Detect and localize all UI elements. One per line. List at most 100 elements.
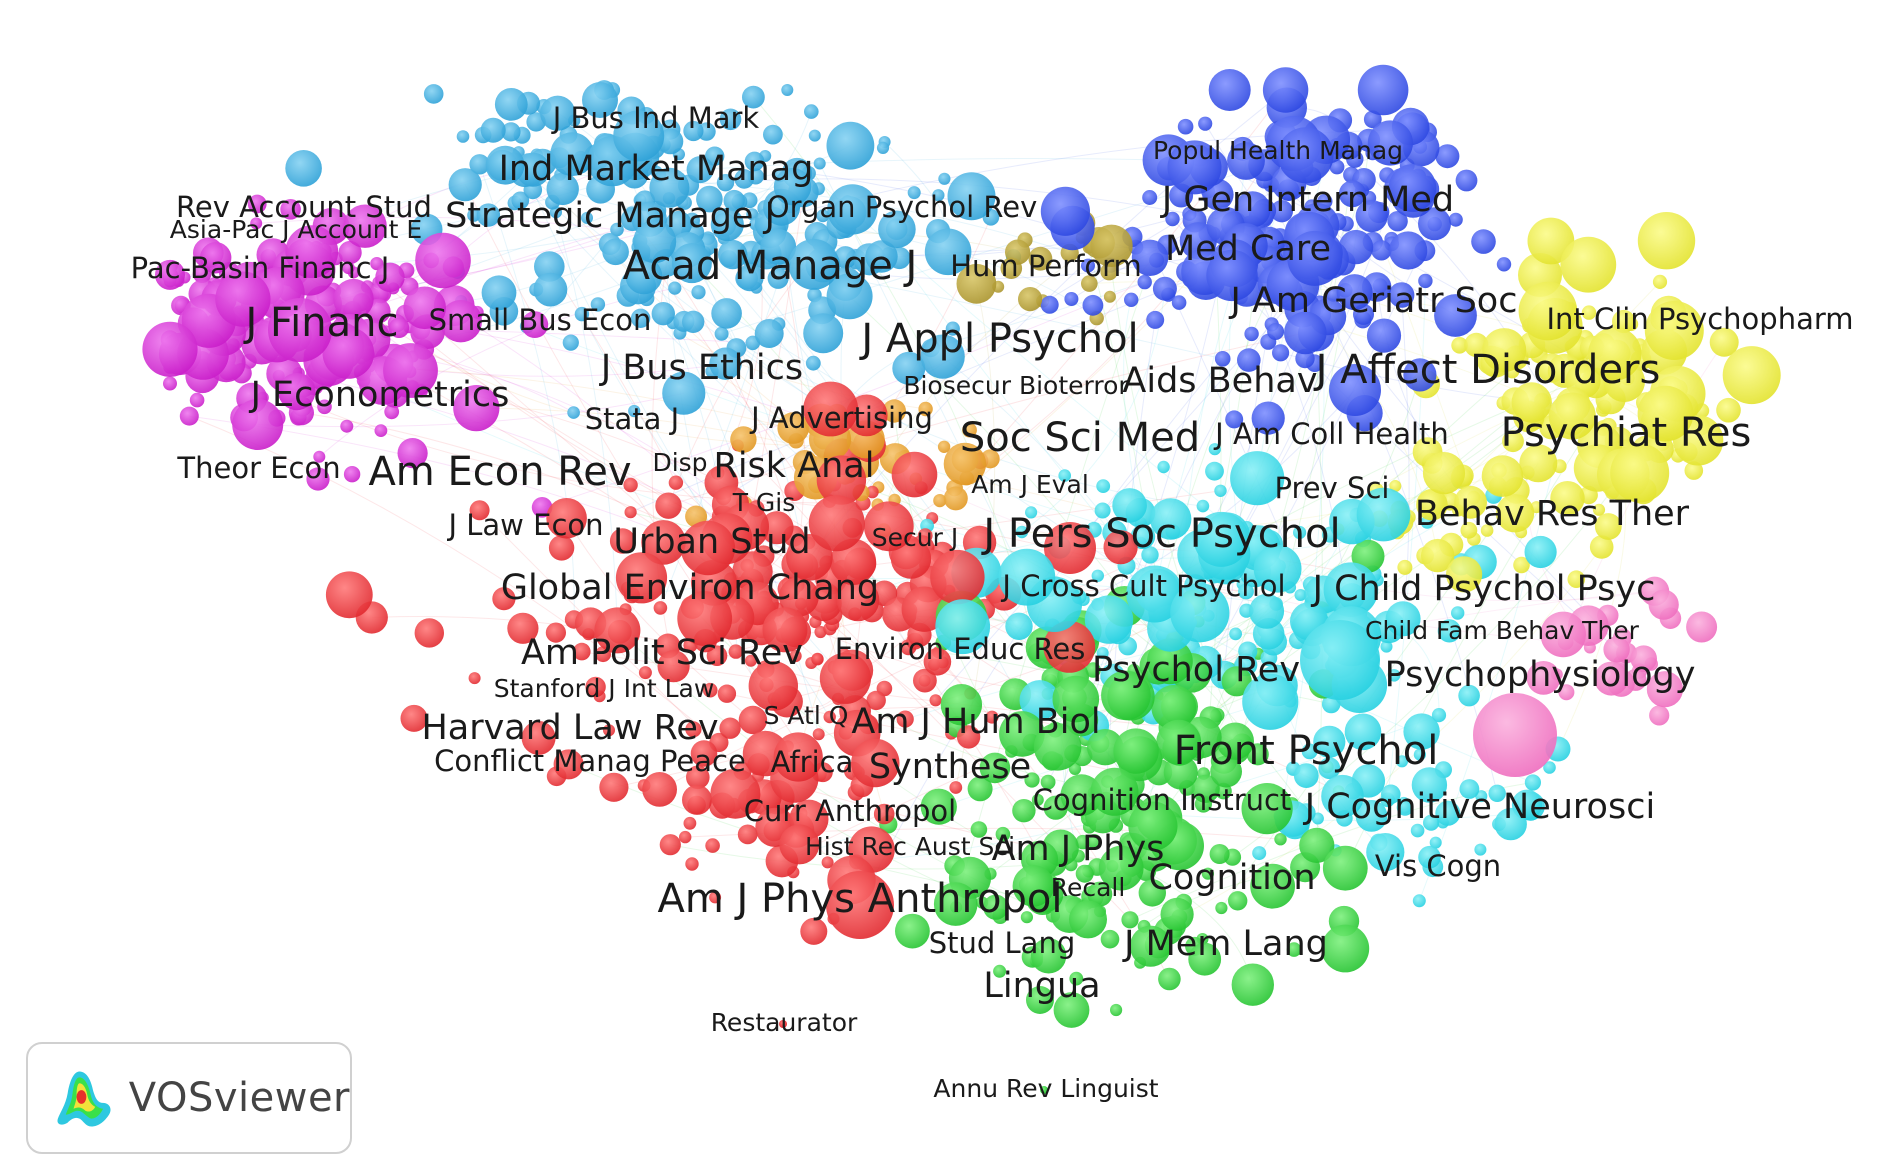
network-node-cyan[interactable]: [1418, 845, 1441, 869]
network-node-red[interactable]: [709, 891, 722, 904]
network-node-cyan[interactable]: [1411, 767, 1448, 803]
lbl-small-bus-econ[interactable]: Small Bus Econ: [429, 303, 652, 337]
network-node-cyan[interactable]: [1170, 583, 1230, 643]
network-node-purple[interactable]: [285, 225, 339, 279]
network-node-olive[interactable]: [1103, 290, 1116, 303]
network-node-yellow[interactable]: [1652, 274, 1668, 289]
network-node-red[interactable]: [668, 475, 684, 490]
network-node-pink[interactable]: [1526, 661, 1561, 695]
network-node-cyan[interactable]: [1084, 595, 1134, 644]
network-node-cyan[interactable]: [1387, 669, 1401, 682]
lbl-j-affect-disorders[interactable]: J Affect Disorders: [1313, 347, 1661, 393]
network-node-blue[interactable]: [1267, 323, 1285, 340]
network-node-sky[interactable]: [285, 150, 322, 187]
network-node-red[interactable]: [603, 724, 615, 737]
lbl-recall[interactable]: Recall: [1051, 873, 1126, 902]
network-node-cyan[interactable]: [1126, 565, 1184, 623]
network-node-blue[interactable]: [1448, 212, 1463, 227]
lbl-hist-rec-aust-sci[interactable]: Hist Rec Aust Sci: [805, 832, 1015, 861]
network-node-cyan[interactable]: [1157, 460, 1170, 474]
network-node-green[interactable]: [967, 776, 993, 802]
network-node-red[interactable]: [821, 856, 834, 869]
lbl-int-clin-psychopharm[interactable]: Int Clin Psychopharm: [1546, 302, 1853, 336]
network-node-cyan[interactable]: [1313, 725, 1346, 758]
network-node-sky[interactable]: [574, 306, 590, 322]
network-node-purple[interactable]: [313, 450, 326, 463]
network-node-green[interactable]: [1156, 719, 1202, 765]
network-node-blue[interactable]: [1146, 310, 1165, 329]
network-node-purple[interactable]: [280, 199, 301, 220]
network-node-cyan[interactable]: [1096, 647, 1109, 659]
network-node-purple[interactable]: [232, 399, 284, 450]
lbl-j-mem-lang[interactable]: J Mem Lang: [1122, 924, 1328, 964]
network-node-red[interactable]: [719, 717, 741, 739]
network-node-cyan[interactable]: [1488, 784, 1506, 802]
network-node-cyan[interactable]: [1412, 894, 1426, 908]
network-node-cyan[interactable]: [1301, 743, 1318, 760]
network-node-green[interactable]: [1191, 774, 1220, 803]
network-node-purple[interactable]: [200, 242, 232, 274]
lbl-j-pers-soc-psychol[interactable]: J Pers Soc Psychol: [980, 511, 1340, 557]
network-node-blue[interactable]: [1171, 295, 1187, 310]
network-node-yellow[interactable]: [1592, 503, 1606, 516]
network-node-olive[interactable]: [1005, 239, 1031, 265]
network-node-cyan[interactable]: [1015, 525, 1029, 539]
network-node-purple[interactable]: [322, 327, 375, 379]
network-node-red[interactable]: [738, 705, 768, 735]
network-node-red[interactable]: [811, 653, 824, 666]
network-node-green[interactable]: [1040, 774, 1056, 790]
network-node-sky[interactable]: [924, 228, 972, 276]
network-node-green[interactable]: [1033, 723, 1082, 771]
network-node-sky[interactable]: [448, 168, 482, 202]
network-node-red[interactable]: [521, 720, 556, 755]
network-node-red[interactable]: [680, 520, 736, 576]
network-node-sky[interactable]: [633, 220, 677, 264]
lbl-ind-market-manag[interactable]: Ind Market Manag: [499, 149, 814, 189]
network-node-sky[interactable]: [804, 104, 819, 119]
network-node-cyan[interactable]: [935, 599, 991, 655]
network-node-blue[interactable]: [1471, 229, 1496, 254]
network-node-green[interactable]: [1086, 834, 1102, 849]
network-node-red[interactable]: [325, 571, 373, 619]
network-node-cyan[interactable]: [1253, 544, 1302, 593]
network-node-cyan[interactable]: [1524, 774, 1541, 791]
network-node-sky[interactable]: [808, 129, 821, 142]
lbl-biosecur-bioterror[interactable]: Biosecur Bioterror: [903, 371, 1129, 400]
network-node-sky[interactable]: [610, 222, 624, 237]
network-node-cyan[interactable]: [1208, 443, 1221, 456]
network-node-blue[interactable]: [1418, 207, 1451, 241]
network-node-yellow[interactable]: [1637, 212, 1696, 270]
network-node-yellow[interactable]: [1421, 538, 1455, 573]
network-node-yellow[interactable]: [1482, 328, 1527, 373]
lbl-am-j-phys[interactable]: Am J Phys: [992, 829, 1165, 869]
network-node-purple[interactable]: [268, 298, 332, 362]
lbl-t-gis[interactable]: T Gis: [732, 488, 796, 517]
network-node-sky[interactable]: [734, 169, 754, 189]
network-node-pink[interactable]: [1686, 611, 1718, 643]
network-node-purple[interactable]: [247, 194, 267, 214]
lbl-am-j-eval[interactable]: Am J Eval: [971, 470, 1089, 499]
network-node-green[interactable]: [1228, 891, 1248, 911]
network-node-sky[interactable]: [714, 326, 729, 341]
network-node-orange[interactable]: [943, 442, 987, 486]
network-node-green[interactable]: [1052, 675, 1100, 723]
network-node-cyan[interactable]: [1293, 763, 1319, 788]
network-node-sky[interactable]: [827, 184, 878, 235]
lbl-vis-cogn[interactable]: Vis Cogn: [1375, 849, 1501, 883]
network-node-green[interactable]: [1299, 827, 1335, 864]
lbl-acad-manage-j[interactable]: Acad Manage J: [623, 243, 918, 289]
network-node-green[interactable]: [1231, 963, 1275, 1006]
network-node-purple[interactable]: [343, 204, 387, 248]
network-node-green[interactable]: [1113, 728, 1159, 774]
network-node-sky[interactable]: [481, 275, 517, 311]
network-node-sky[interactable]: [540, 95, 576, 131]
lbl-asia-pac-j-account-e[interactable]: Asia-Pac J Account E: [170, 215, 422, 244]
network-node-red[interactable]: [638, 666, 652, 680]
network-node-sky[interactable]: [515, 152, 551, 187]
network-node-red[interactable]: [913, 668, 937, 693]
network-node-sky[interactable]: [630, 308, 651, 328]
network-node-blue[interactable]: [1214, 351, 1231, 367]
network-node-orange[interactable]: [943, 486, 968, 511]
network-node-cyan[interactable]: [1474, 843, 1487, 856]
network-node-pink[interactable]: [1646, 671, 1683, 708]
